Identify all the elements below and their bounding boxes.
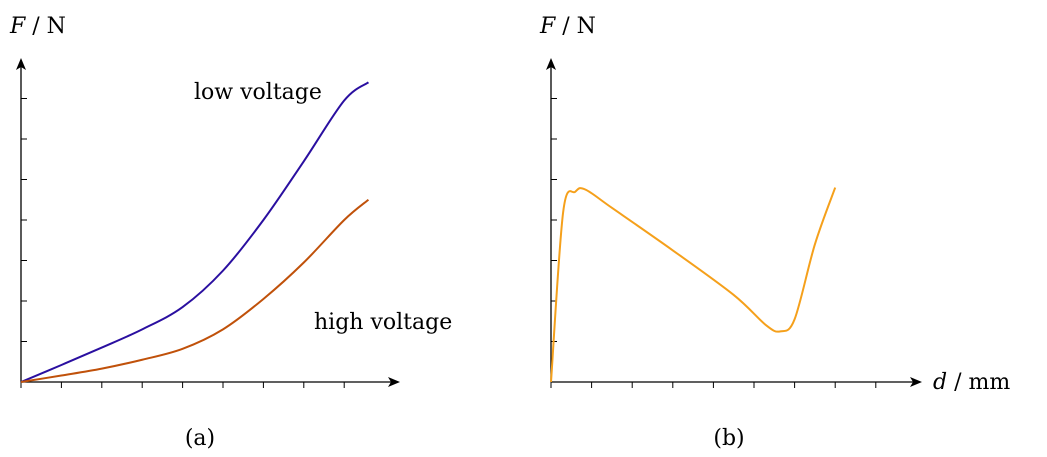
y-axis-label-separator: / <box>555 14 576 39</box>
x-axis-label-variable: d <box>933 370 947 395</box>
y-axis-label-unit: N <box>47 14 66 39</box>
x-axis-label: d / mm <box>933 370 1010 395</box>
series-line-low-voltage <box>20 81 370 383</box>
series-line-1-0 <box>550 187 837 383</box>
series-line-high-voltage <box>20 198 370 383</box>
series-label: low voltage <box>194 80 322 105</box>
x-axis-label-unit: mm <box>969 370 1011 395</box>
y-axis-label-variable: F <box>539 14 556 39</box>
y-axis-label: F / N <box>539 14 596 39</box>
chart-panel-1: F / Nd / mm(b) <box>539 14 1010 451</box>
y-axis-arrow <box>546 58 556 70</box>
y-axis-label-separator: / <box>25 14 46 39</box>
panel-caption: (b) <box>713 426 744 451</box>
y-axis-label: F / N <box>9 14 66 39</box>
series-label: high voltage <box>314 310 452 335</box>
y-axis-label-unit: N <box>577 14 596 39</box>
panel-caption: (a) <box>185 426 215 451</box>
x-axis-label-separator: / <box>947 370 968 395</box>
y-axis-label-variable: F <box>9 14 26 39</box>
y-axis-arrow <box>16 58 26 70</box>
x-axis-arrow <box>388 377 400 387</box>
x-axis-arrow <box>910 377 922 387</box>
